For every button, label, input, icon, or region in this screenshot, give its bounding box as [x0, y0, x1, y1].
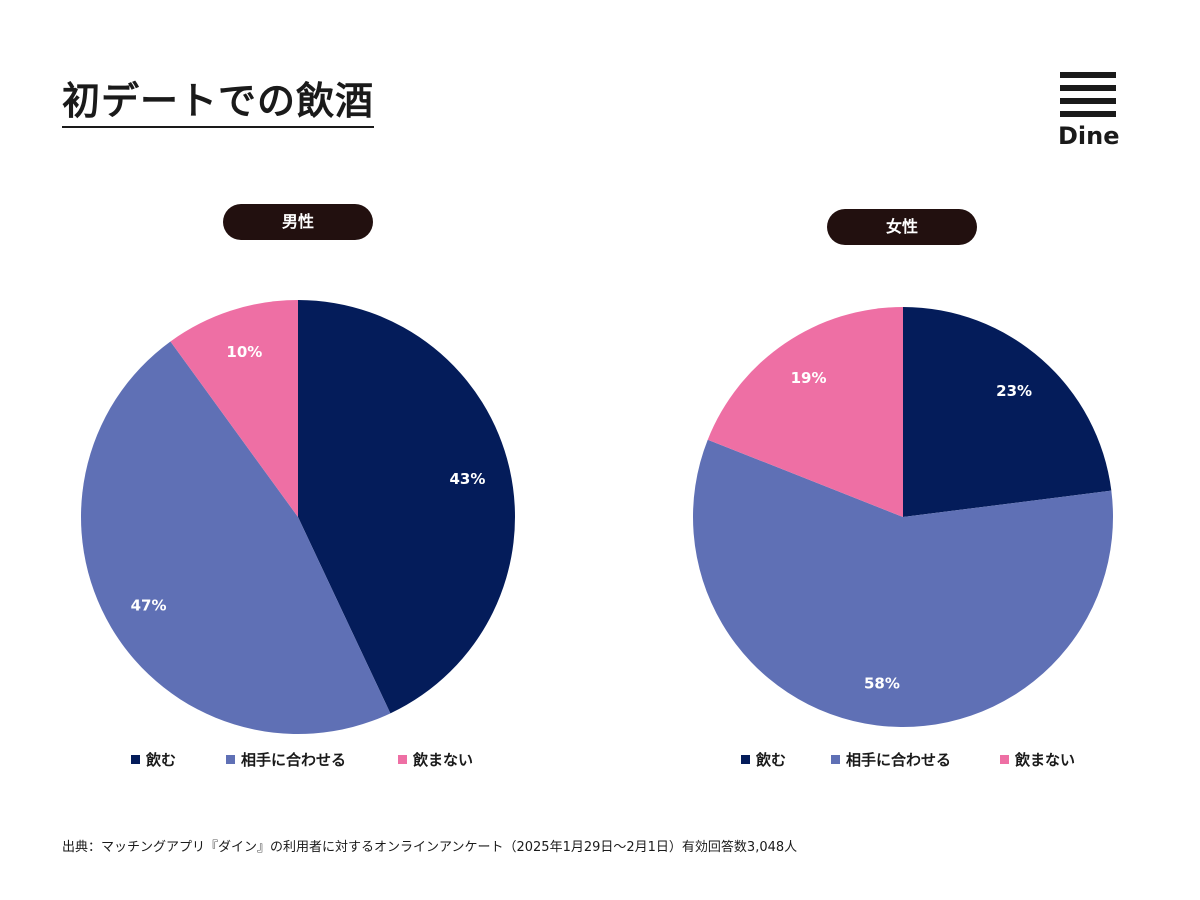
- legend-item-match: 相手に合わせる: [831, 749, 1000, 770]
- label-drink: 43%: [449, 470, 485, 488]
- male-legend: 飲む 相手に合わせる 飲まない: [131, 749, 473, 770]
- legend-swatch-match: [831, 755, 840, 764]
- legend-item-no-drink: 飲まない: [398, 749, 473, 770]
- slice-no-drink: [707, 307, 903, 517]
- legend-label-match: 相手に合わせる: [846, 751, 952, 769]
- logo-text: Dine: [1058, 122, 1120, 150]
- legend-label-drink: 飲む: [146, 751, 177, 769]
- legend-label-match: 相手に合わせる: [241, 751, 347, 769]
- label-drink: 23%: [996, 382, 1032, 400]
- female-legend: 飲む 相手に合わせる 飲まない: [741, 749, 1075, 770]
- legend-label-drink: 飲む: [756, 751, 787, 769]
- legend-swatch-drink: [741, 755, 750, 764]
- slice-match: [80, 341, 391, 734]
- legend-swatch-match: [226, 755, 235, 764]
- legend-item-drink: 飲む: [131, 749, 226, 770]
- page-title: 初デートでの飲酒: [62, 78, 375, 128]
- label-match: 58%: [864, 675, 900, 693]
- legend-item-drink: 飲む: [741, 749, 831, 770]
- legend-swatch-no-drink: [398, 755, 407, 764]
- slice-drink: [903, 307, 1112, 517]
- legend-swatch-drink: [131, 755, 140, 764]
- dine-logo: Dine: [1058, 70, 1120, 152]
- legend-label-no-drink: 飲まない: [413, 751, 474, 769]
- female-chart-title: 女性: [827, 209, 977, 245]
- slice-match: [693, 439, 1113, 727]
- source-note: 出典：マッチングアプリ『ダイン』の利用者に対するオンラインアンケート（2025年…: [62, 840, 798, 855]
- legend-item-match: 相手に合わせる: [226, 749, 398, 770]
- label-no-drink: 10%: [226, 343, 262, 361]
- male-chart-title: 男性: [223, 204, 373, 240]
- slice-drink: [298, 300, 515, 714]
- legend-item-no-drink: 飲まない: [1000, 749, 1075, 770]
- slice-no-drink: [170, 300, 298, 517]
- legend-swatch-no-drink: [1000, 755, 1009, 764]
- label-match: 47%: [131, 596, 167, 614]
- label-no-drink: 19%: [791, 369, 827, 387]
- legend-label-no-drink: 飲まない: [1015, 751, 1076, 769]
